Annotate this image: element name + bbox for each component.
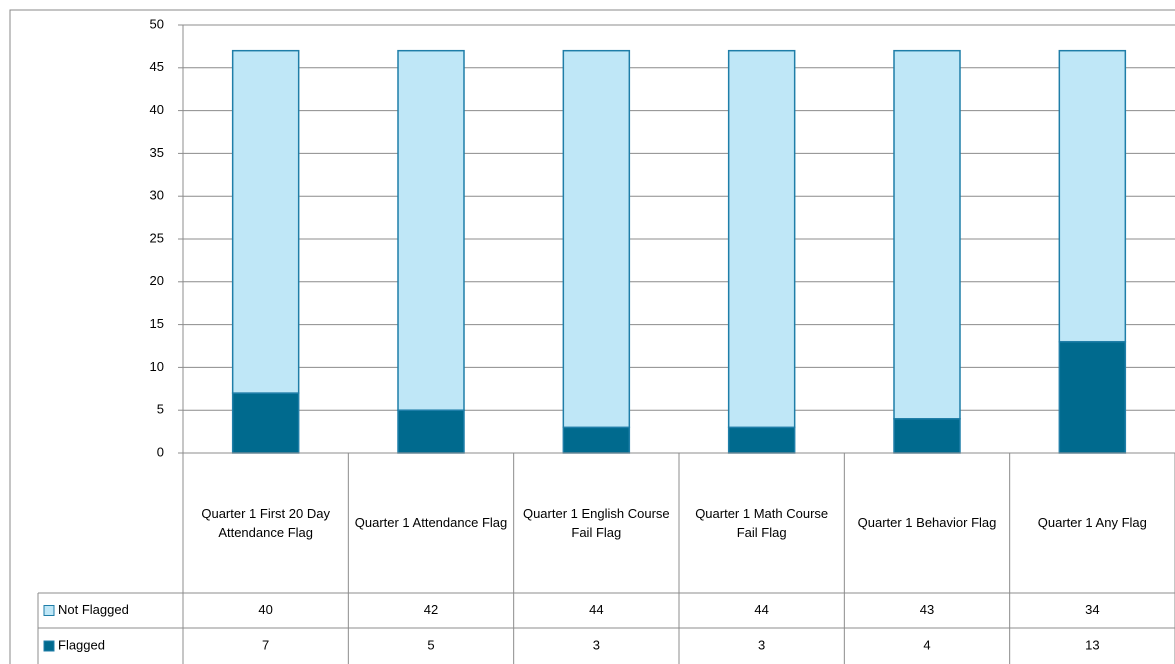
bar-segment <box>231 392 300 454</box>
table-value: 4 <box>923 637 930 652</box>
legend-key <box>43 605 55 616</box>
category-label: Quarter 1 Any Flag <box>1037 515 1147 531</box>
bar-segment <box>397 409 465 454</box>
bar-segment <box>562 426 631 454</box>
table-value: 7 <box>262 637 269 652</box>
category-label: Quarter 1 English Course Fail Flag <box>522 505 670 541</box>
table-value: 44 <box>589 602 603 617</box>
bar-segment <box>1058 340 1127 454</box>
table-value: 3 <box>593 637 600 652</box>
bar-segment <box>1058 49 1127 343</box>
table-value: 43 <box>920 602 934 617</box>
legend-label: Not Flagged <box>58 602 129 617</box>
bar-segment <box>727 426 796 454</box>
legend-key <box>43 640 55 652</box>
y-tick-label: 25 <box>150 230 164 245</box>
table-value: 42 <box>424 602 438 617</box>
y-tick-label: 20 <box>150 273 164 288</box>
category-cell: Quarter 1 Behavior Flag <box>857 515 997 531</box>
category-cell: Quarter 1 Any Flag <box>1037 515 1147 531</box>
bar-segment <box>893 418 961 454</box>
bar-segment <box>397 49 465 411</box>
bar-segment <box>727 49 796 429</box>
category-cell: Quarter 1 Attendance Flag <box>354 515 508 531</box>
y-tick-label: 15 <box>150 316 164 331</box>
category-cell: Quarter 1 English Course Fail Flag <box>522 505 670 541</box>
category-label: Quarter 1 Math Course Fail Flag <box>695 505 829 541</box>
legend-label: Flagged <box>58 637 105 652</box>
y-tick-label: 45 <box>150 59 164 74</box>
category-cell: Quarter 1 First 20 Day Attendance Flag <box>201 505 330 541</box>
y-tick-label: 0 <box>157 444 164 459</box>
table-value: 13 <box>1085 637 1099 652</box>
y-tick-label: 40 <box>150 102 164 117</box>
table-value: 44 <box>754 602 768 617</box>
y-tick-label: 5 <box>157 402 164 417</box>
bar-segment <box>562 49 631 429</box>
y-tick-label: 10 <box>150 359 164 374</box>
y-tick-label: 35 <box>150 145 164 160</box>
category-label: Quarter 1 Behavior Flag <box>857 515 997 531</box>
table-value: 3 <box>758 637 765 652</box>
table-value: 40 <box>258 602 272 617</box>
table-value: 34 <box>1085 602 1099 617</box>
bar-segment <box>231 49 300 394</box>
y-tick-label: 50 <box>150 16 164 31</box>
bar-segment <box>893 49 961 420</box>
category-label: Quarter 1 First 20 Day Attendance Flag <box>201 505 330 541</box>
category-label: Quarter 1 Attendance Flag <box>354 515 508 531</box>
y-tick-label: 30 <box>150 188 164 203</box>
category-cell: Quarter 1 Math Course Fail Flag <box>695 505 829 541</box>
table-value: 5 <box>427 637 434 652</box>
